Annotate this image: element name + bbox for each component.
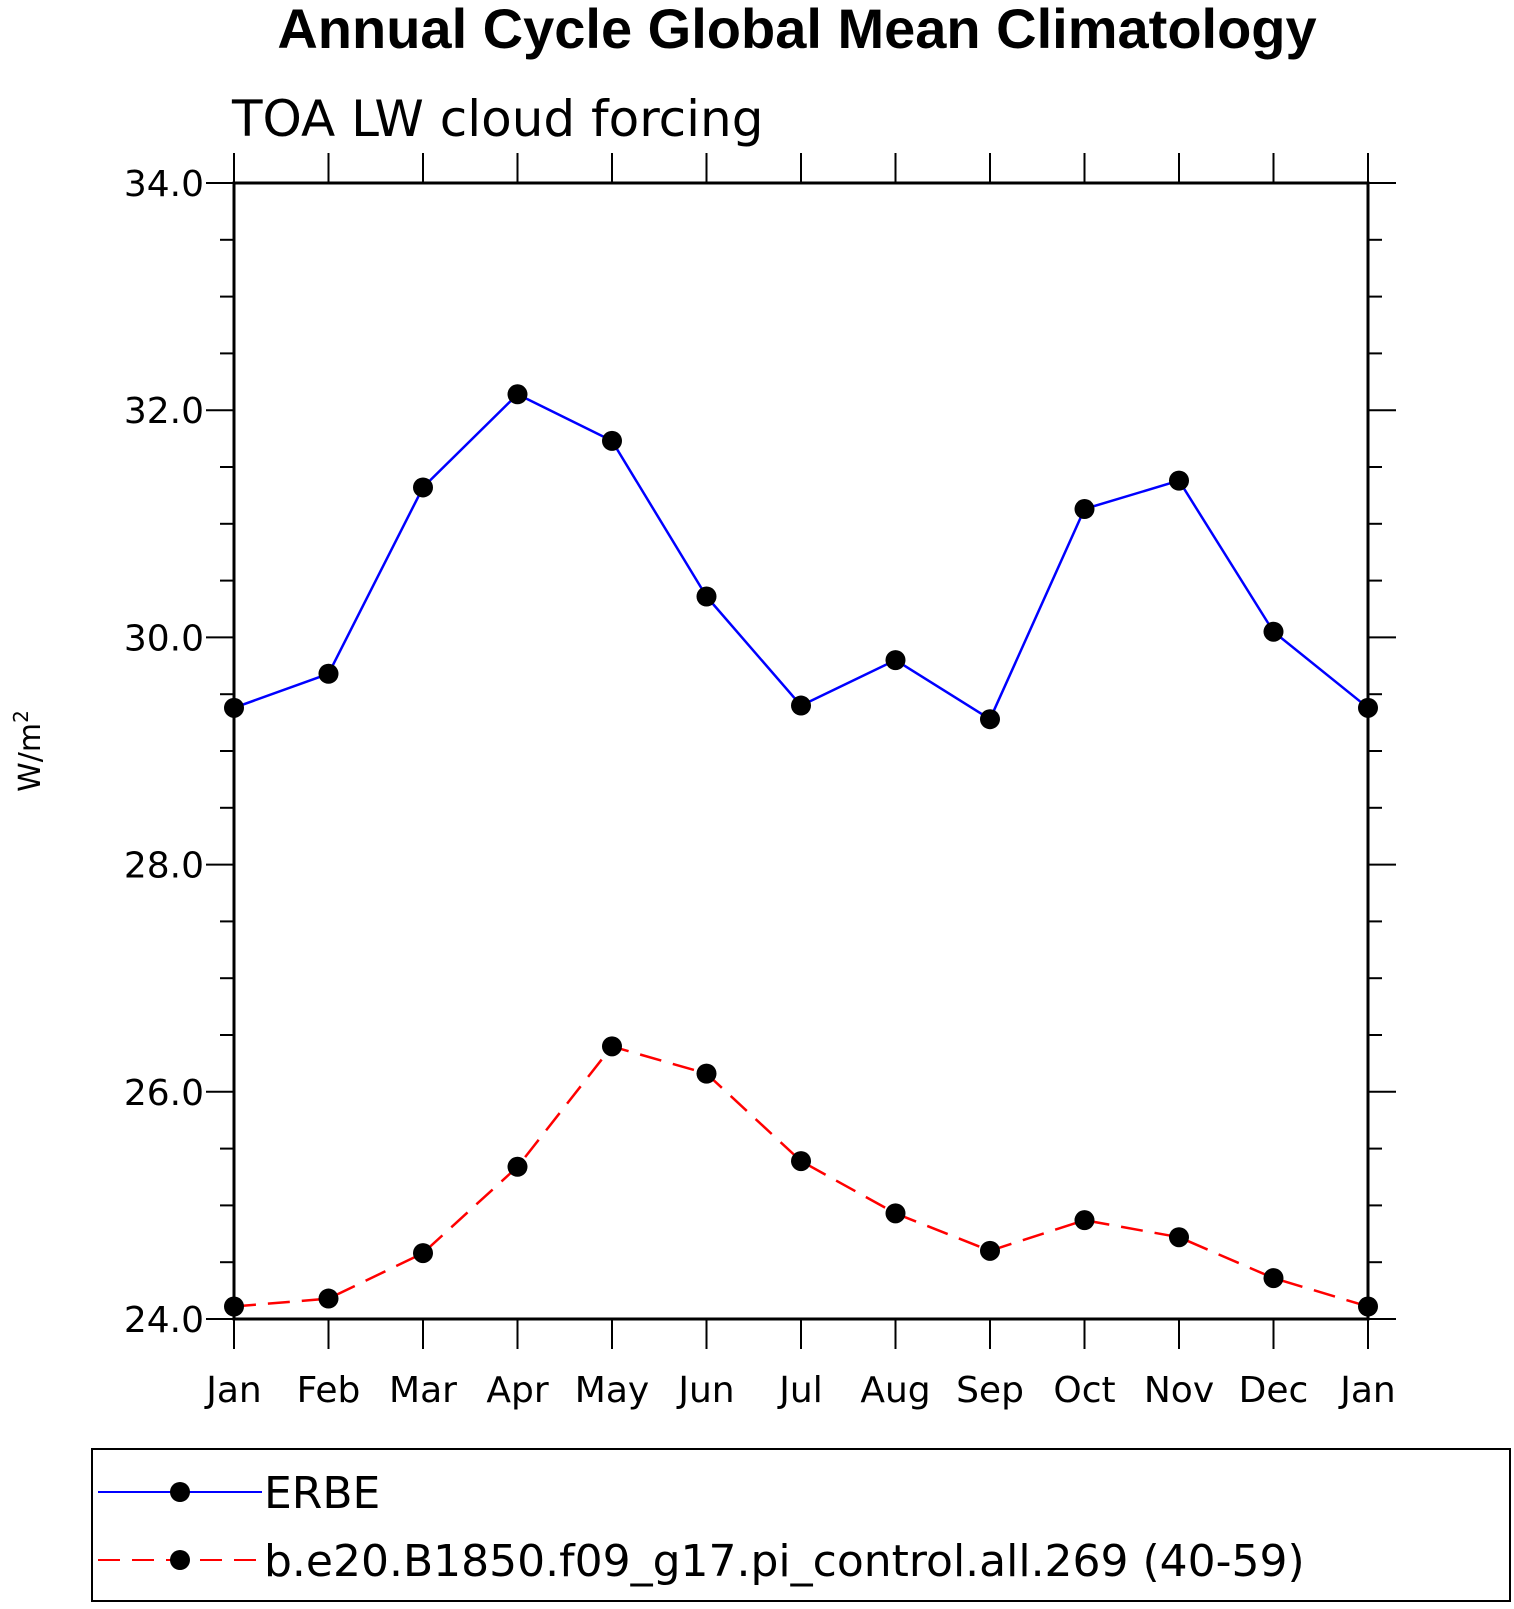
series-0-point <box>1263 621 1284 642</box>
x-axis-ticks: Jan Feb Mar Apr May Jun Jul Aug Sep Oct Nov Dec Jan <box>204 153 1396 1411</box>
legend-entry-erbe: ERBE <box>98 1468 380 1519</box>
y-axis-title-exponent: 2 <box>9 710 33 723</box>
series-0-point <box>1074 499 1095 520</box>
series-line-1 <box>233 1045 1369 1308</box>
x-tick-label: Feb <box>297 1370 361 1411</box>
series-0-point <box>885 650 906 671</box>
series-1-point <box>791 1151 811 1172</box>
series-1-point <box>1169 1227 1189 1248</box>
y-tick-label: 30.0 <box>124 618 204 659</box>
y-tick-label: 32.0 <box>124 391 204 432</box>
y-axis-title-unit: W/m <box>13 723 48 792</box>
y-axis-title: W/m2 <box>9 710 48 792</box>
series-1-point <box>224 1296 244 1317</box>
series-1-point <box>1074 1210 1095 1231</box>
y-tick-label: 24.0 <box>124 1300 204 1341</box>
x-tick-label: Mar <box>389 1370 457 1411</box>
series-0-point <box>1358 697 1378 718</box>
series-1-point <box>413 1243 433 1264</box>
x-tick-label: Jan <box>204 1370 262 1411</box>
series-line-0 <box>233 393 1369 721</box>
series-1-point <box>602 1036 622 1057</box>
series-0-point <box>507 384 528 405</box>
legend-label-model: b.e20.B1850.f09_g17.pi_control.all.269 (… <box>264 1536 1305 1587</box>
plot-frame <box>232 181 1370 1321</box>
legend-entry-model: b.e20.B1850.f09_g17.pi_control.all.269 (… <box>98 1536 1305 1587</box>
x-tick-label: Apr <box>486 1370 548 1411</box>
chart-subtitle: TOA LW cloud forcing <box>231 90 763 148</box>
series-layer <box>224 384 1378 1317</box>
legend-marker-erbe <box>170 1482 190 1502</box>
y-tick-label: 26.0 <box>124 1073 204 1114</box>
x-tick-label: Jan <box>1338 1370 1396 1411</box>
series-1-point <box>696 1063 717 1084</box>
x-tick-label: Nov <box>1144 1370 1214 1411</box>
series-1-point <box>980 1240 1000 1261</box>
x-tick-label: Sep <box>956 1370 1024 1411</box>
series-0-point <box>413 477 433 498</box>
y-tick-label: 34.0 <box>124 164 204 205</box>
series-0-point <box>1169 470 1189 491</box>
x-tick-label: May <box>575 1370 649 1411</box>
series-1-point <box>318 1288 339 1309</box>
series-0-point <box>602 430 622 451</box>
x-tick-label: Aug <box>860 1370 930 1411</box>
series-1-point <box>1358 1296 1378 1317</box>
series-1-point <box>1263 1268 1284 1289</box>
series-0-point <box>791 695 811 716</box>
y-tick-label: 28.0 <box>124 846 204 887</box>
y-axis-ticks: 24.0 26.0 28.0 30.0 32.0 34.0 <box>124 164 1396 1341</box>
legend-marker-model <box>170 1550 190 1570</box>
chart-title: Annual Cycle Global Mean Climatology <box>277 0 1316 60</box>
legend-box <box>91 1448 1511 1602</box>
x-tick-label: Jun <box>676 1370 734 1411</box>
series-1-point <box>885 1203 906 1224</box>
x-tick-label: Dec <box>1239 1370 1309 1411</box>
legend-label-erbe: ERBE <box>264 1468 380 1519</box>
series-0-point <box>224 697 244 718</box>
series-0-point <box>318 663 339 684</box>
legend: ERBE b.e20.B1850.f09_g17.pi_control.all.… <box>91 1448 1511 1602</box>
series-0-point <box>980 709 1000 730</box>
x-tick-label: Oct <box>1053 1370 1115 1411</box>
series-0-point <box>696 586 717 607</box>
series-1-point <box>507 1156 528 1177</box>
x-tick-label: Jul <box>777 1370 822 1411</box>
